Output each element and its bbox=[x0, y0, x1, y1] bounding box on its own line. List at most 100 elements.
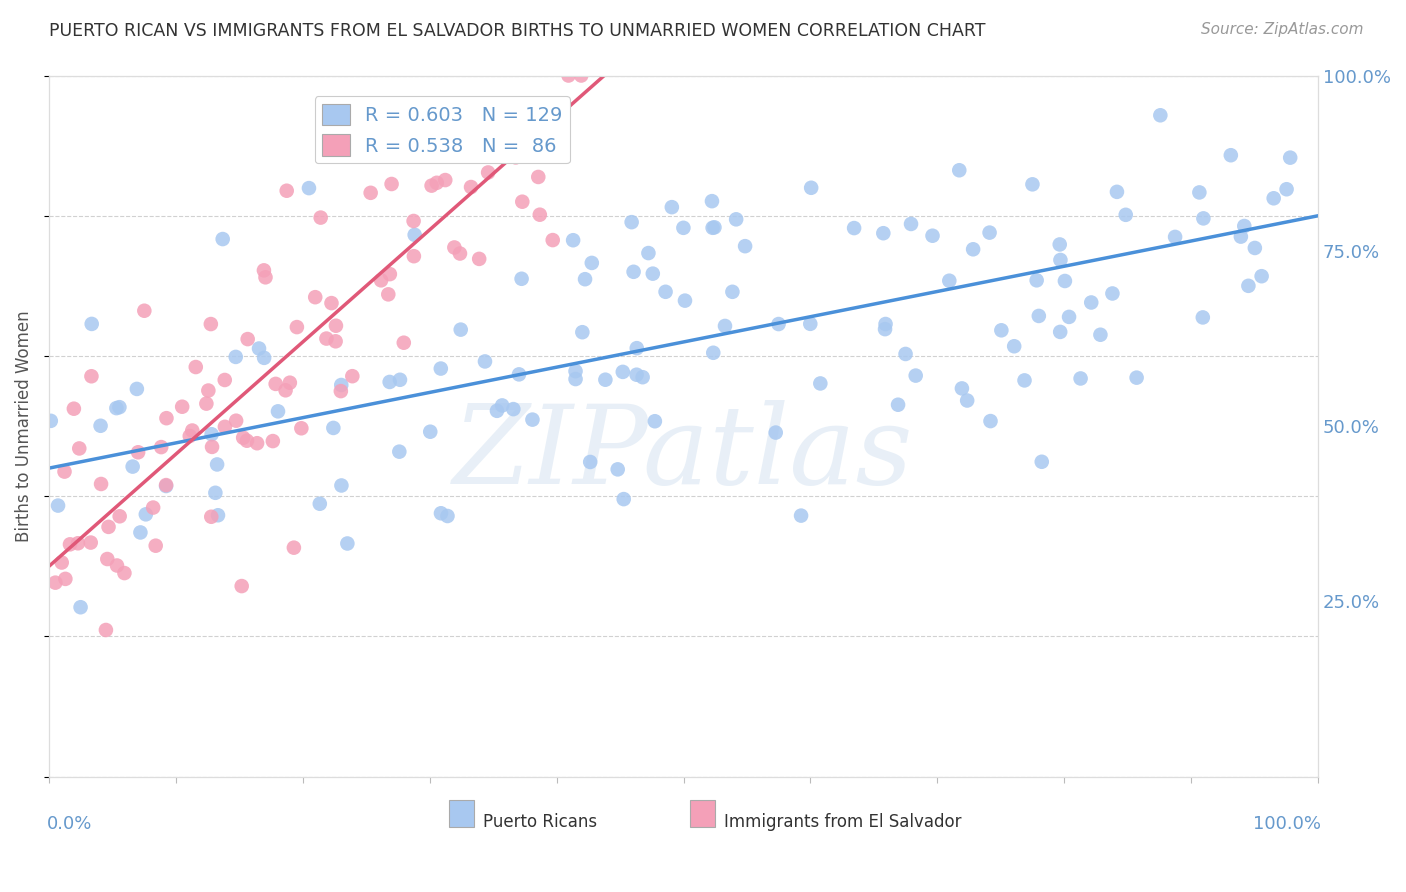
Point bbox=[790, 508, 813, 523]
Point bbox=[1057, 310, 1080, 324]
Point bbox=[1233, 219, 1256, 233]
Point bbox=[800, 181, 823, 195]
Point bbox=[254, 270, 277, 285]
Point bbox=[142, 500, 165, 515]
Point bbox=[842, 221, 865, 235]
Point bbox=[420, 178, 443, 193]
Point bbox=[491, 399, 513, 413]
Point bbox=[644, 414, 666, 428]
Point bbox=[620, 215, 643, 229]
Point bbox=[80, 535, 103, 549]
Point bbox=[460, 180, 482, 194]
Point bbox=[623, 265, 645, 279]
FancyBboxPatch shape bbox=[690, 800, 716, 827]
Text: 0.0%: 0.0% bbox=[46, 815, 91, 833]
Point bbox=[225, 414, 247, 428]
Point bbox=[309, 211, 332, 225]
Point bbox=[105, 558, 128, 573]
Point bbox=[1191, 310, 1213, 325]
Point bbox=[527, 169, 550, 184]
Point bbox=[979, 414, 1001, 428]
Point bbox=[875, 317, 897, 331]
Point bbox=[1028, 309, 1050, 323]
Point bbox=[477, 165, 499, 179]
Point bbox=[342, 369, 364, 384]
Point bbox=[434, 173, 457, 187]
Point bbox=[702, 345, 724, 359]
Point bbox=[1237, 278, 1260, 293]
Point bbox=[948, 163, 970, 178]
Point bbox=[150, 440, 173, 454]
Point bbox=[267, 404, 290, 418]
Point bbox=[402, 249, 425, 263]
Point bbox=[1250, 269, 1272, 284]
FancyBboxPatch shape bbox=[449, 800, 474, 827]
Point bbox=[125, 382, 148, 396]
Point bbox=[1279, 151, 1302, 165]
Point bbox=[557, 69, 579, 83]
Point bbox=[51, 556, 73, 570]
Point bbox=[145, 539, 167, 553]
Point bbox=[1115, 208, 1137, 222]
Text: Source: ZipAtlas.com: Source: ZipAtlas.com bbox=[1201, 22, 1364, 37]
Point bbox=[1243, 241, 1265, 255]
Point bbox=[66, 536, 89, 550]
Point bbox=[253, 263, 276, 277]
Point bbox=[990, 323, 1012, 337]
Point bbox=[626, 341, 648, 355]
Point bbox=[236, 434, 259, 448]
Point bbox=[127, 445, 149, 459]
Point bbox=[315, 332, 337, 346]
Point bbox=[329, 384, 352, 398]
Point bbox=[378, 267, 401, 281]
Point bbox=[956, 393, 979, 408]
Point bbox=[768, 317, 790, 331]
Point bbox=[505, 150, 527, 164]
Point bbox=[205, 458, 228, 472]
Point bbox=[46, 499, 69, 513]
Point bbox=[808, 376, 831, 391]
Point bbox=[108, 509, 131, 524]
Point bbox=[39, 414, 62, 428]
Point bbox=[378, 375, 401, 389]
Point bbox=[721, 285, 744, 299]
Point bbox=[1049, 325, 1071, 339]
Point bbox=[225, 350, 247, 364]
Point bbox=[564, 364, 586, 378]
Point bbox=[232, 431, 254, 445]
Point bbox=[579, 455, 602, 469]
Point bbox=[702, 220, 724, 235]
Point bbox=[97, 520, 120, 534]
Point bbox=[96, 552, 118, 566]
Point bbox=[1275, 182, 1298, 196]
Point bbox=[1263, 191, 1285, 205]
Point bbox=[1053, 274, 1076, 288]
Point bbox=[1149, 108, 1171, 122]
Point bbox=[631, 370, 654, 384]
Point bbox=[129, 525, 152, 540]
Point bbox=[214, 419, 236, 434]
Point bbox=[377, 287, 399, 301]
Point bbox=[211, 232, 233, 246]
Point bbox=[562, 233, 585, 247]
Point bbox=[67, 442, 90, 456]
Point bbox=[1021, 178, 1043, 192]
Point bbox=[581, 256, 603, 270]
Point bbox=[725, 212, 748, 227]
Point bbox=[522, 412, 544, 426]
Point bbox=[325, 334, 347, 349]
Point bbox=[436, 508, 458, 523]
Point bbox=[404, 227, 426, 242]
Point bbox=[402, 214, 425, 228]
Point bbox=[172, 400, 194, 414]
Point bbox=[247, 342, 270, 356]
Point bbox=[155, 411, 177, 425]
Point bbox=[155, 479, 177, 493]
Point bbox=[330, 478, 353, 492]
Point bbox=[336, 536, 359, 550]
Point bbox=[571, 325, 593, 339]
Y-axis label: Births to Unmarried Women: Births to Unmarried Women bbox=[15, 310, 32, 541]
Point bbox=[430, 361, 453, 376]
Point bbox=[449, 246, 471, 260]
Point bbox=[1230, 229, 1253, 244]
